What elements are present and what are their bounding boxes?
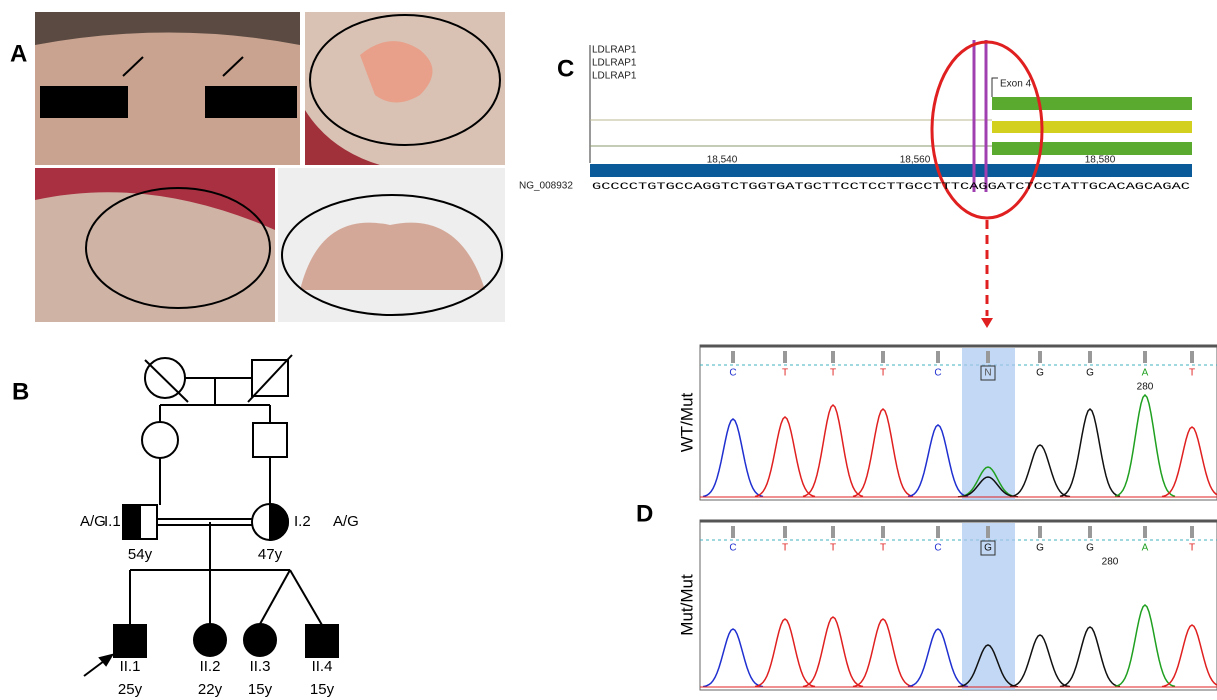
base-tick <box>936 351 940 363</box>
base-tick <box>1038 526 1042 538</box>
base-call: A <box>1142 368 1149 379</box>
age: 15y <box>310 681 335 698</box>
base-call: T <box>830 543 836 554</box>
figure: A B A/G I.1 54y I.2 A/G <box>0 0 1217 700</box>
base-call: C <box>934 368 941 379</box>
base-call: T <box>782 543 788 554</box>
track-label: LDLRAP1 <box>592 71 637 82</box>
track-label: LDLRAP1 <box>592 58 637 69</box>
base-tick <box>881 351 885 363</box>
age: 47y <box>258 546 283 563</box>
panel-label: D <box>636 500 653 527</box>
trace-frame <box>700 345 1217 500</box>
track-label: LDLRAP1 <box>592 45 637 56</box>
base-call: C <box>729 368 736 379</box>
individual-id: II.2 <box>200 658 221 675</box>
base-tick <box>1088 526 1092 538</box>
base-call: N <box>984 368 991 379</box>
chromatograms: WT/Mut C T T T C N G G A T 280 Mut/Mut C T T T C G G G A T 280 <box>677 345 1217 690</box>
age: 25y <box>118 681 143 698</box>
base-tick <box>831 351 835 363</box>
individual-id: I.2 <box>294 513 311 530</box>
base-call: T <box>1189 543 1195 554</box>
base-call: T <box>830 368 836 379</box>
photos <box>35 12 505 322</box>
age: 22y <box>198 681 223 698</box>
base-call: C <box>934 543 941 554</box>
base-call: T <box>1189 368 1195 379</box>
base-tick <box>1190 351 1194 363</box>
base-call: C <box>729 543 736 554</box>
position-label: 18,580 <box>1085 155 1116 166</box>
sequence: GCCCCTGTGCCAGGTCTGGTGATGCTTCCTCCTTGCCTTT… <box>592 181 1190 193</box>
base-tick <box>1088 351 1092 363</box>
individual-id: II.3 <box>250 658 271 675</box>
panel-label: B <box>12 378 29 405</box>
base-call: T <box>880 368 886 379</box>
base-tick <box>986 526 990 538</box>
base-call: T <box>880 543 886 554</box>
base-call: G <box>1036 368 1044 379</box>
base-tick <box>783 351 787 363</box>
age: 54y <box>128 546 153 563</box>
position-label: 18,560 <box>900 155 931 166</box>
panel-label: C <box>557 55 574 82</box>
individual-id: II.4 <box>312 658 333 675</box>
base-call: G <box>1036 543 1044 554</box>
individual-id: II.1 <box>120 658 141 675</box>
base-call: G <box>984 543 992 554</box>
trace-label: Mut/Mut <box>677 574 696 636</box>
base-tick <box>1038 351 1042 363</box>
base-tick <box>731 351 735 363</box>
base-call: G <box>1086 543 1094 554</box>
base-tick <box>881 526 885 538</box>
reference-id: NG_008932 <box>519 181 573 192</box>
genotype: A/G <box>80 513 106 530</box>
base-call: A <box>1142 543 1149 554</box>
panel-label: A <box>10 40 27 67</box>
position-label: 280 <box>1137 382 1154 393</box>
base-tick <box>986 351 990 363</box>
base-tick <box>1143 526 1147 538</box>
base-tick <box>936 526 940 538</box>
genotype: A/G <box>333 513 359 530</box>
base-call: T <box>782 368 788 379</box>
base-tick <box>1190 526 1194 538</box>
position-label: 280 <box>1102 557 1119 568</box>
base-call: G <box>1086 368 1094 379</box>
base-tick <box>1143 351 1147 363</box>
base-tick <box>831 526 835 538</box>
trace-label: WT/Mut <box>677 392 696 452</box>
individual-id: I.1 <box>104 513 121 530</box>
base-tick <box>731 526 735 538</box>
exon-label: Exon 4 <box>1000 79 1032 90</box>
trace-frame <box>700 520 1217 690</box>
age: 15y <box>248 681 273 698</box>
position-label: 18,540 <box>707 155 738 166</box>
base-tick <box>783 526 787 538</box>
